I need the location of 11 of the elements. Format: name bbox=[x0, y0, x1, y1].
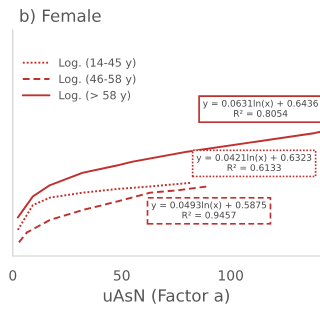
legend-label: Log. (46-58 y) bbox=[59, 74, 136, 86]
legend-label: Log. (> 58 y) bbox=[59, 90, 130, 102]
text: y = 0.0631ln(x) + 0.6436 R² = 0.8054 bbox=[202, 100, 318, 117]
annotation: y = 0.0493ln(x) + 0.5875 R² = 0.9457 bbox=[151, 201, 266, 218]
chart-title: b) Female bbox=[20, 9, 101, 24]
x-axis-title: uAsN (Factor a) bbox=[104, 288, 229, 304]
annotation: y = 0.0421ln(x) + 0.6323 R² = 0.6133 bbox=[196, 154, 312, 172]
x-tick-label: 0 bbox=[9, 270, 16, 281]
legend-label: Log. (14-45 y) bbox=[59, 58, 136, 69]
x-tick-label: 100 bbox=[218, 270, 244, 281]
x-tick-label: 50 bbox=[114, 270, 130, 281]
